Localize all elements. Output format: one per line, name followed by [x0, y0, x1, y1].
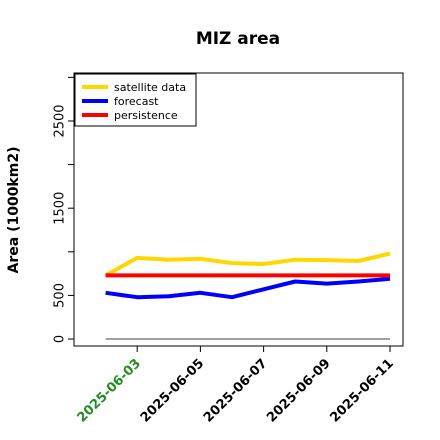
y-tick-label: 500 — [53, 283, 68, 308]
x-tick-label: 2025-06-09 — [264, 356, 333, 425]
x-tick-label: 2025-06-11 — [327, 356, 396, 425]
y-tick-label: 1500 — [53, 192, 68, 225]
series-line-forecast — [105, 276, 391, 300]
legend-entry: forecast — [114, 95, 159, 108]
legend-entry: satellite data — [114, 81, 186, 94]
x-tick-label: 2025-06-07 — [201, 356, 270, 425]
y-tick-label: 2500 — [53, 104, 68, 137]
x-tick-label: 2025-06-05 — [138, 356, 207, 425]
y-tick-label: 0 — [53, 335, 68, 343]
legend-entry: persistence — [114, 109, 178, 122]
chart-title: MIZ area — [196, 29, 280, 49]
y-axis-label: Area (1000km2) — [6, 147, 22, 274]
plot-frame — [73, 72, 404, 347]
x-tick-label: 2025-06-03 — [75, 356, 144, 425]
series-line-satellite-data — [104, 251, 391, 278]
